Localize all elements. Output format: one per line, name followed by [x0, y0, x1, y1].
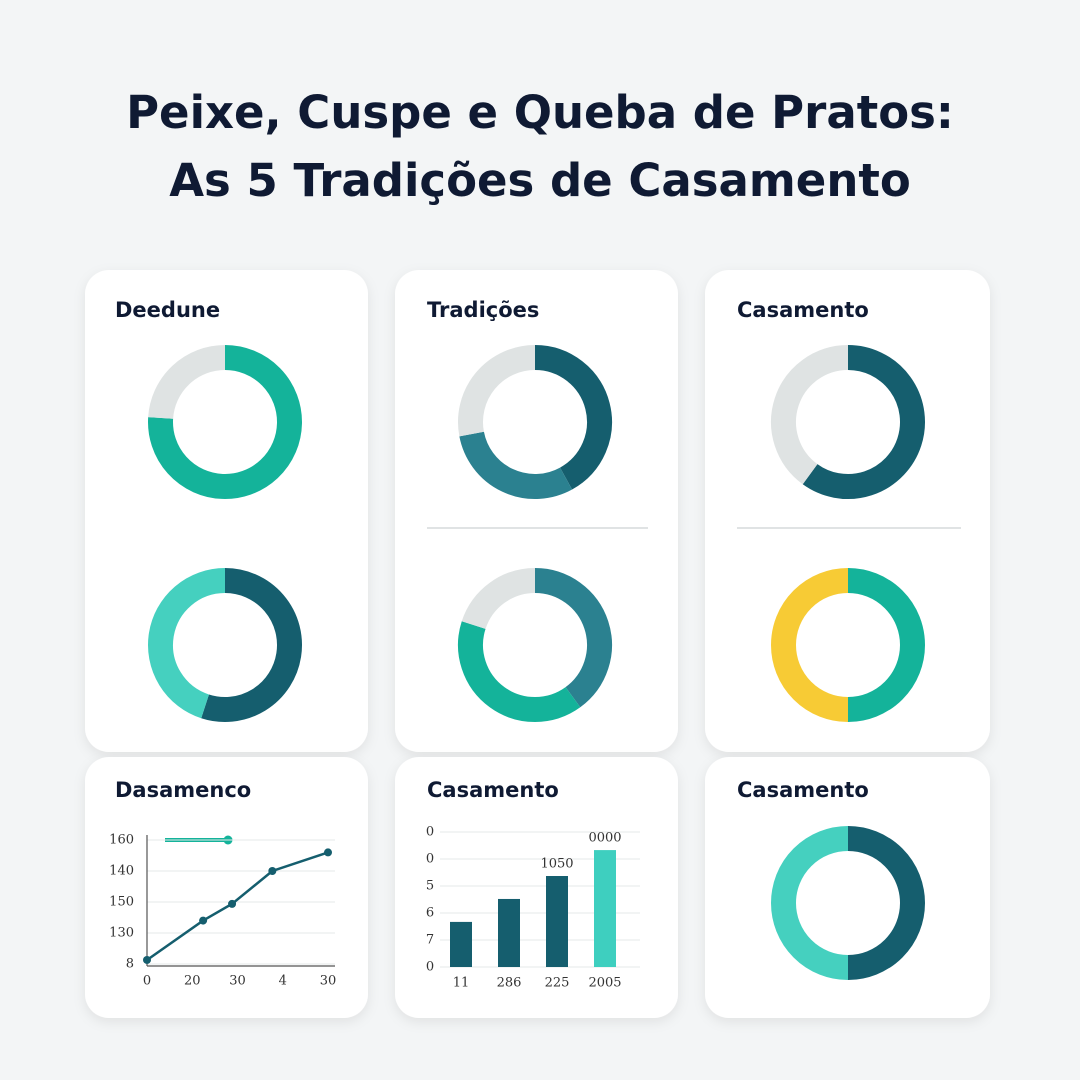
donut-segment: [201, 568, 302, 722]
y-tick-label: 5: [426, 879, 434, 894]
bar: [594, 850, 616, 967]
card-title: Tradições: [427, 298, 539, 322]
x-tick-label: 2005: [588, 976, 621, 991]
y-tick-label: 140: [109, 864, 134, 879]
cards: [85, 270, 990, 1018]
y-tick-label: 150: [109, 895, 134, 910]
donut-segment: [847, 826, 925, 980]
title-line: As 5 Tradições de Casamento: [169, 154, 911, 207]
value-label: 1050: [540, 857, 573, 872]
donut-segment: [771, 826, 849, 980]
x-tick-label: 11: [453, 976, 470, 991]
card-title: Dasamenco: [115, 778, 251, 802]
x-tick-label: 0: [143, 974, 151, 989]
y-tick-label: 130: [109, 926, 134, 941]
donut-segment: [847, 568, 925, 722]
card: [85, 270, 368, 752]
donut-segment: [771, 345, 849, 485]
donut-segment: [458, 345, 536, 437]
y-tick-label: 7: [426, 933, 434, 948]
x-tick-label: 30: [320, 974, 337, 989]
x-tick-label: 4: [279, 974, 287, 989]
bar: [450, 921, 472, 967]
point: [268, 867, 277, 875]
title-line: Peixe, Cuspe e Queba de Pratos:: [126, 86, 954, 139]
x-tick-label: 30: [229, 974, 246, 989]
y-tick-label: 0: [426, 825, 434, 840]
bar: [546, 876, 568, 967]
value-label: 0000: [588, 831, 621, 846]
bar: [498, 898, 520, 967]
x-tick-label: 286: [497, 976, 522, 991]
donut-segment: [148, 345, 226, 420]
x-tick-label: 225: [545, 976, 570, 991]
card: [705, 757, 990, 1018]
point: [199, 916, 208, 925]
donut-segment: [802, 345, 925, 499]
x-tick-label: 20: [184, 974, 201, 989]
donut-segment: [534, 345, 612, 490]
point: [228, 899, 237, 908]
point: [143, 955, 151, 964]
card-title: Casamento: [427, 778, 559, 802]
y-tick-label: 0: [426, 960, 434, 975]
donut-segment: [148, 568, 226, 719]
y-tick-label: 8: [126, 957, 134, 972]
card-title: Deedune: [115, 298, 220, 322]
donut-segment: [459, 431, 573, 499]
donut-segment: [458, 621, 581, 722]
y-tick-label: 6: [426, 906, 434, 921]
donut-segment: [148, 345, 302, 499]
donut-segment: [771, 568, 849, 722]
y-tick-label: 0: [426, 852, 434, 867]
y-tick-label: 160: [109, 833, 134, 848]
donut-segment: [534, 568, 612, 708]
card: [705, 270, 990, 752]
card-title: Casamento: [737, 298, 869, 322]
donut-segment: [461, 568, 536, 630]
point: [324, 848, 332, 857]
card: [395, 270, 678, 752]
card-title: Casamento: [737, 778, 869, 802]
